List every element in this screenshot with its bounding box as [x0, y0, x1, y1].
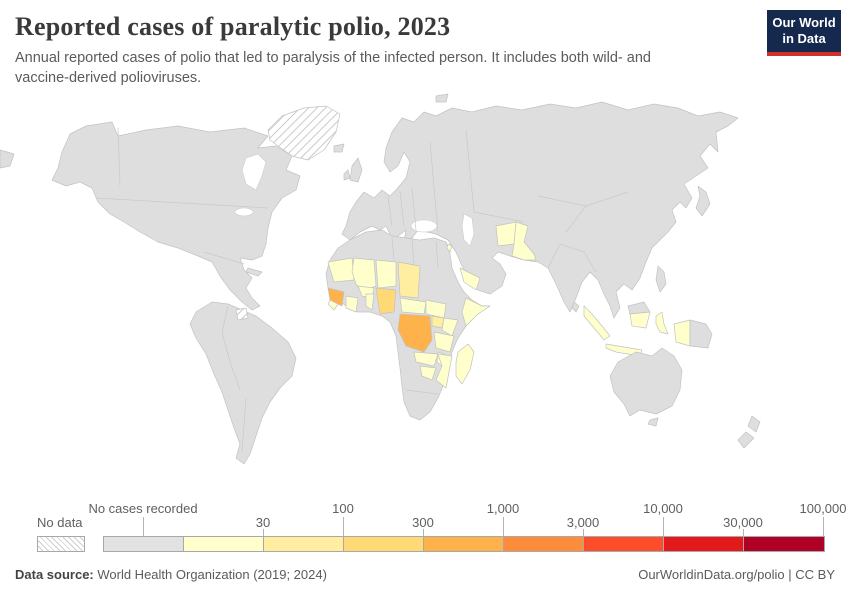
country-chad[interactable] — [397, 261, 421, 299]
country-new-zealand-south[interactable] — [737, 431, 755, 449]
owid-logo-text: Our World in Data — [767, 10, 841, 52]
black-sea — [410, 219, 438, 233]
legend-tick-label: 300 — [412, 515, 434, 530]
owid-link[interactable]: OurWorldinData.org/polio — [638, 567, 785, 582]
data-source: Data source: World Health Organization (… — [15, 567, 327, 582]
legend-tick-label: 10,000 — [643, 501, 683, 516]
legend-tick-label: 30 — [255, 515, 271, 530]
hudson-bay — [241, 153, 267, 191]
legend-no-cases-label: No cases recorded — [88, 501, 198, 516]
country-sierra-leone[interactable] — [327, 299, 339, 311]
chart-header: Reported cases of paralytic polio, 2023 … — [15, 12, 755, 88]
legend-bin-2[interactable] — [264, 537, 344, 551]
country-somalia[interactable] — [461, 297, 491, 327]
country-mauritania[interactable] — [327, 257, 355, 283]
legend-tick — [143, 517, 144, 536]
legend-tick — [663, 517, 664, 536]
country-drc[interactable] — [397, 313, 433, 353]
country-nigeria[interactable] — [375, 287, 397, 315]
country-tasmania[interactable] — [647, 417, 659, 427]
country-borders — [95, 127, 629, 453]
great-lakes — [234, 207, 254, 217]
legend-tick-label: 100,000 — [799, 501, 847, 516]
country-philippines[interactable] — [655, 265, 667, 293]
legend-tick — [823, 517, 824, 536]
legend-tick — [583, 529, 584, 536]
legend-tick-label: 1,000 — [486, 501, 520, 516]
data-source-value: World Health Organization (2019; 2024) — [93, 567, 327, 582]
legend-bin-4[interactable] — [424, 537, 504, 551]
country-north-america[interactable] — [51, 121, 301, 311]
legend-bin-7[interactable] — [664, 537, 744, 551]
country-benin[interactable] — [365, 293, 375, 311]
country-greenland[interactable] — [267, 105, 341, 161]
country-united-kingdom[interactable] — [349, 157, 363, 183]
country-south-america[interactable] — [189, 301, 297, 465]
legend-tick — [423, 529, 424, 536]
country-indonesia-kalimantan[interactable] — [629, 311, 651, 329]
country-guinea[interactable] — [327, 287, 345, 307]
chart-subtitle: Annual reported cases of polio that led … — [15, 50, 651, 86]
country-ireland[interactable] — [343, 169, 351, 181]
caspian-sea — [461, 213, 475, 247]
country-iceland[interactable] — [333, 143, 345, 153]
world-map[interactable] — [0, 85, 850, 495]
legend-bin-3[interactable] — [344, 537, 424, 551]
country-tanzania[interactable] — [433, 331, 455, 353]
owid-logo-stripe — [767, 51, 841, 56]
legend-bin-8[interactable] — [744, 537, 824, 551]
country-indonesia-sumatra[interactable] — [583, 305, 611, 341]
legend-tick-label: 100 — [332, 501, 354, 516]
country-new-zealand-north[interactable] — [747, 415, 761, 433]
country-zambia[interactable] — [413, 351, 439, 367]
legend-bin-6[interactable] — [584, 537, 664, 551]
country-chukotka-fragment[interactable] — [0, 149, 15, 169]
world-map-svg[interactable] — [0, 85, 850, 495]
page-title: Reported cases of paralytic polio, 2023 — [15, 12, 451, 41]
country-afghanistan[interactable] — [495, 221, 517, 247]
country-niger[interactable] — [375, 259, 397, 289]
country-cuba[interactable] — [245, 267, 263, 277]
data-source-label: Data source: — [15, 567, 94, 582]
legend-tick — [263, 529, 264, 536]
license-text: | CC BY — [784, 567, 835, 582]
footer-right: OurWorldinData.org/polio | CC BY — [638, 567, 835, 582]
country-zimbabwe[interactable] — [419, 365, 437, 381]
chart-footer: Data source: World Health Organization (… — [15, 567, 835, 582]
country-cote-divoire[interactable] — [345, 295, 359, 313]
legend-tick-label: 3,000 — [566, 515, 600, 530]
country-sri-lanka[interactable] — [571, 301, 580, 313]
legend-tick-label: 30,000 — [723, 515, 763, 530]
country-australia[interactable] — [609, 347, 683, 417]
country-central-african-republic[interactable] — [399, 297, 427, 315]
legend-tick — [503, 517, 504, 536]
legend-bin-1[interactable] — [184, 537, 264, 551]
legend-bar — [103, 536, 825, 552]
legend: No data No cases recorded 30 100 300 1,000 3,0… — [0, 500, 850, 558]
country-uganda[interactable] — [431, 315, 445, 329]
country-mozambique[interactable] — [435, 353, 453, 389]
legend-no-data-label: No data — [37, 515, 83, 530]
country-french-guiana[interactable] — [235, 307, 249, 321]
owid-logo[interactable]: Our World in Data — [767, 10, 841, 56]
country-madagascar[interactable] — [455, 343, 475, 385]
country-pakistan[interactable] — [511, 221, 537, 261]
country-indonesia-sulawesi[interactable] — [655, 311, 669, 335]
country-yemen[interactable] — [459, 267, 481, 291]
legend-no-data-swatch[interactable] — [37, 536, 85, 552]
country-eurasia[interactable] — [341, 101, 739, 319]
legend-bin-5[interactable] — [504, 537, 584, 551]
country-japan[interactable] — [695, 185, 711, 217]
legend-tick — [343, 517, 344, 536]
legend-bin-0[interactable] — [104, 537, 184, 551]
legend-tick — [743, 529, 744, 536]
country-svalbard[interactable] — [435, 93, 449, 103]
country-israel[interactable] — [446, 243, 453, 253]
country-papua-new-guinea[interactable] — [689, 319, 713, 349]
country-indonesia-west-papua[interactable] — [673, 319, 691, 347]
